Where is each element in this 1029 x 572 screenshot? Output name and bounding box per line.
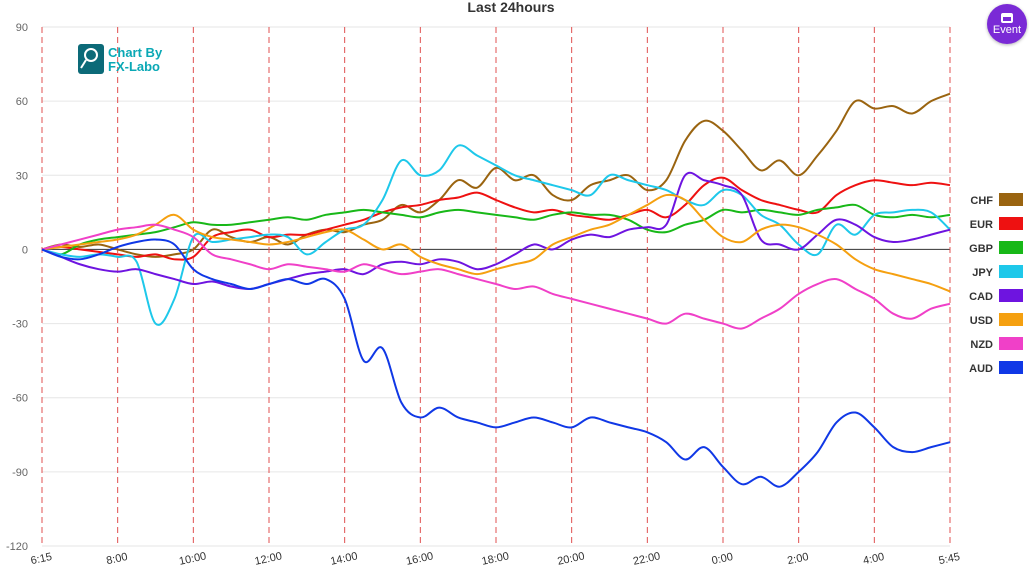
logo-text-line2: FX-Labo: [108, 59, 160, 74]
x-tick-label: 16:00: [405, 550, 434, 567]
legend-label-gbp[interactable]: GBP: [969, 243, 993, 255]
series-line-gbp: [41, 203, 951, 256]
legend-label-eur[interactable]: EUR: [970, 219, 993, 231]
legend-swatch-nzd[interactable]: [999, 337, 1023, 350]
legend-label-usd[interactable]: USD: [970, 315, 993, 327]
legend-swatch-cad[interactable]: [999, 289, 1023, 302]
series-line-nzd: [41, 223, 951, 330]
x-tick-label: 14:00: [329, 550, 358, 567]
series-line-chf: [41, 92, 951, 258]
x-tick-label: 8:00: [105, 551, 128, 567]
legend-label-aud[interactable]: AUD: [969, 363, 993, 375]
series-line-aud: [41, 238, 951, 488]
legend-label-cad[interactable]: CAD: [969, 291, 993, 303]
y-tick-label: -30: [12, 319, 28, 331]
legend-swatch-usd[interactable]: [999, 313, 1023, 326]
series-line-cad: [41, 171, 951, 291]
legend-swatch-chf[interactable]: [999, 193, 1023, 206]
legend-label-jpy[interactable]: JPY: [972, 267, 993, 279]
y-tick-label: 0: [22, 244, 28, 256]
series-line-usd: [41, 193, 951, 293]
x-tick-label: 0:00: [711, 551, 734, 567]
chart-logo: Chart By FX-Labo: [78, 44, 166, 74]
magnifier-icon: [84, 48, 98, 62]
legend-swatch-aud[interactable]: [999, 361, 1023, 374]
series-lines: [41, 92, 951, 488]
logo-icon: [78, 44, 104, 74]
x-tick-label: 20:00: [556, 550, 585, 567]
event-button-label: Event: [992, 23, 1022, 36]
x-tick-label: 18:00: [481, 550, 510, 567]
legend[interactable]: CHF EUR GBP JPY CAD USD NZD AUD: [969, 193, 1023, 375]
series-line-jpy: [41, 144, 951, 326]
legend-label-chf[interactable]: CHF: [970, 195, 993, 207]
x-tick-label: 5:45: [938, 551, 961, 567]
y-tick-label: 30: [16, 170, 28, 182]
series-line-eur: [41, 176, 951, 261]
y-tick-label: -90: [12, 467, 28, 479]
calendar-icon: [1001, 12, 1013, 23]
x-tick-label: 4:00: [862, 551, 885, 567]
y-tick-label: 90: [16, 22, 28, 34]
x-tick-label: 6:15: [30, 551, 53, 567]
x-tick-label: 22:00: [632, 550, 661, 567]
x-tick-label: 10:00: [178, 550, 207, 567]
y-tick-label: -60: [12, 393, 28, 405]
legend-label-nzd[interactable]: NZD: [970, 339, 993, 351]
legend-swatch-jpy[interactable]: [999, 265, 1023, 278]
chart-title: Last 24hours: [467, 0, 554, 15]
legend-swatch-eur[interactable]: [999, 217, 1023, 230]
x-tick-label: 2:00: [786, 551, 809, 567]
legend-swatch-gbp[interactable]: [999, 241, 1023, 254]
y-tick-label: -120: [6, 541, 28, 553]
logo-text-line1: Chart By: [108, 45, 163, 60]
x-tick-label: 12:00: [254, 550, 283, 567]
logo-text: Chart By FX-Labo: [108, 45, 166, 74]
y-tick-label: 60: [16, 96, 28, 108]
event-button[interactable]: Event: [987, 4, 1027, 44]
x-axis: 6:15 8:00 10:00 12:00 14:00 16:00 18:00 20:00 22…: [30, 550, 961, 567]
y-axis: 90 60 30 0 -30 -60 -90 -120: [6, 22, 28, 553]
time-markers: [41, 27, 951, 546]
